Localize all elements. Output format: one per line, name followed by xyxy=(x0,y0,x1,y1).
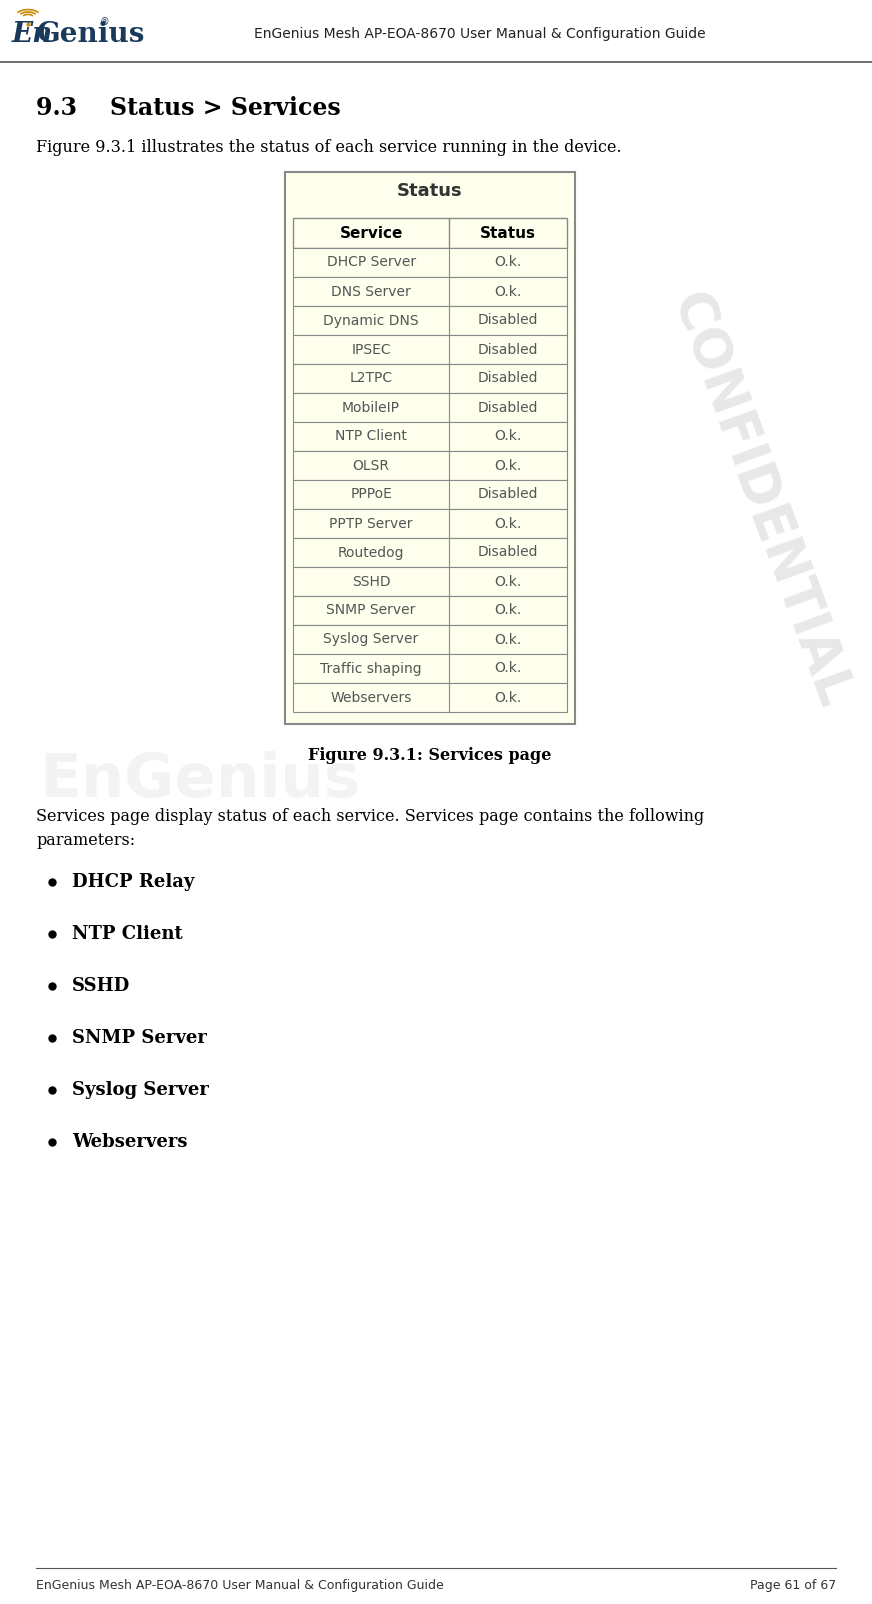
Text: CONFIDENTIAL: CONFIDENTIAL xyxy=(661,286,859,714)
Text: Syslog Server: Syslog Server xyxy=(324,632,419,646)
Text: PPPoE: PPPoE xyxy=(351,488,392,502)
Text: Status: Status xyxy=(397,181,463,200)
Text: DNS Server: DNS Server xyxy=(331,284,411,298)
Text: O.k.: O.k. xyxy=(494,574,521,589)
Text: En: En xyxy=(12,21,53,48)
Text: O.k.: O.k. xyxy=(494,284,521,298)
Text: EnGenius Mesh AP-EOA-8670 User Manual & Configuration Guide: EnGenius Mesh AP-EOA-8670 User Manual & … xyxy=(36,1580,444,1593)
Text: IPSEC: IPSEC xyxy=(351,343,391,356)
Bar xyxy=(293,683,567,712)
Text: Webservers: Webservers xyxy=(72,1132,187,1152)
Text: O.k.: O.k. xyxy=(494,603,521,618)
Bar xyxy=(285,172,575,723)
Text: Disabled: Disabled xyxy=(478,545,538,560)
Bar xyxy=(293,537,567,566)
Text: Traffic shaping: Traffic shaping xyxy=(320,661,422,675)
Text: O.k.: O.k. xyxy=(494,430,521,443)
Text: DHCP Server: DHCP Server xyxy=(326,255,416,269)
Text: Routedog: Routedog xyxy=(337,545,405,560)
Text: Webservers: Webservers xyxy=(330,690,412,704)
Text: EnGenius Mesh AP-EOA-8670 User Manual & Configuration Guide: EnGenius Mesh AP-EOA-8670 User Manual & … xyxy=(254,27,705,42)
Text: Figure 9.3.1 illustrates the status of each service running in the device.: Figure 9.3.1 illustrates the status of e… xyxy=(36,140,622,157)
Bar xyxy=(293,451,567,480)
Text: O.k.: O.k. xyxy=(494,632,521,646)
Text: parameters:: parameters: xyxy=(36,832,135,849)
Text: MobileIP: MobileIP xyxy=(342,401,400,414)
Text: NTP Client: NTP Client xyxy=(72,926,183,943)
Text: SNMP Server: SNMP Server xyxy=(326,603,416,618)
Bar xyxy=(293,422,567,451)
Text: O.k.: O.k. xyxy=(494,690,521,704)
Bar xyxy=(293,364,567,393)
Bar xyxy=(293,218,567,249)
Text: Services page display status of each service. Services page contains the followi: Services page display status of each ser… xyxy=(36,808,705,824)
Text: L2TPC: L2TPC xyxy=(350,372,392,385)
Text: O.k.: O.k. xyxy=(494,661,521,675)
Text: SSHD: SSHD xyxy=(72,977,130,994)
Text: Status: Status xyxy=(480,226,536,241)
Text: 9.3    Status > Services: 9.3 Status > Services xyxy=(36,96,341,120)
Text: Disabled: Disabled xyxy=(478,488,538,502)
Bar xyxy=(293,277,567,306)
Bar xyxy=(293,306,567,335)
Bar xyxy=(293,335,567,364)
Bar xyxy=(293,626,567,654)
Text: Genius: Genius xyxy=(37,21,146,48)
Text: Disabled: Disabled xyxy=(478,343,538,356)
Text: SNMP Server: SNMP Server xyxy=(72,1030,207,1047)
Text: Figure 9.3.1: Services page: Figure 9.3.1: Services page xyxy=(309,747,552,765)
Text: DHCP Relay: DHCP Relay xyxy=(72,873,194,890)
Text: Dynamic DNS: Dynamic DNS xyxy=(324,313,419,327)
Bar xyxy=(293,480,567,508)
Bar xyxy=(293,508,567,537)
Text: Disabled: Disabled xyxy=(478,372,538,385)
Bar xyxy=(293,393,567,422)
Text: Service: Service xyxy=(339,226,403,241)
Text: SSHD: SSHD xyxy=(351,574,391,589)
Bar xyxy=(293,654,567,683)
Bar xyxy=(293,249,567,277)
Text: Disabled: Disabled xyxy=(478,401,538,414)
Bar xyxy=(293,597,567,626)
Text: EnGenius: EnGenius xyxy=(39,751,360,810)
Text: O.k.: O.k. xyxy=(494,255,521,269)
Text: Syslog Server: Syslog Server xyxy=(72,1081,209,1099)
Text: O.k.: O.k. xyxy=(494,459,521,473)
Bar xyxy=(293,566,567,597)
Text: OLSR: OLSR xyxy=(352,459,390,473)
Text: Page 61 of 67: Page 61 of 67 xyxy=(750,1580,836,1593)
Text: NTP Client: NTP Client xyxy=(335,430,407,443)
Text: PPTP Server: PPTP Server xyxy=(330,516,412,531)
Text: Disabled: Disabled xyxy=(478,313,538,327)
Text: ®: ® xyxy=(100,18,110,27)
Text: O.k.: O.k. xyxy=(494,516,521,531)
